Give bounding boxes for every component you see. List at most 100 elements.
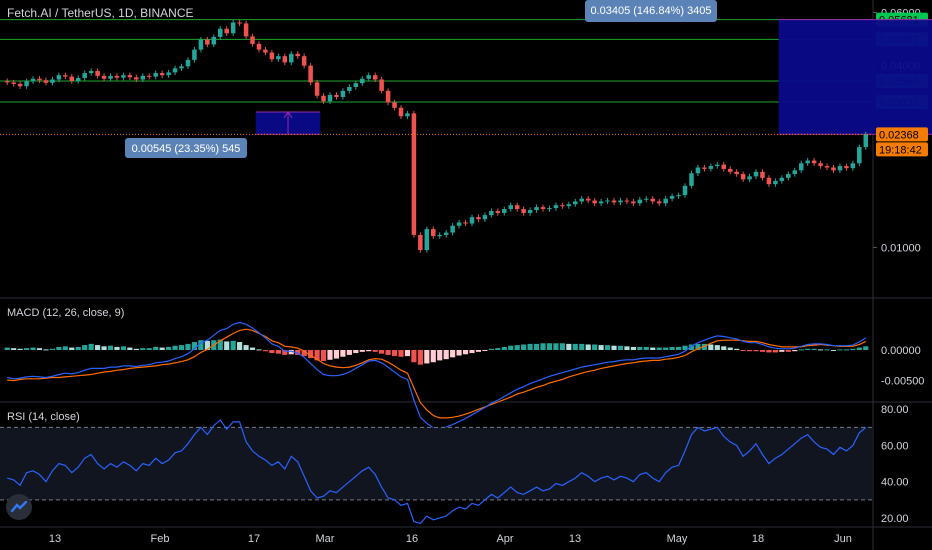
macd-histogram-bar-44 bbox=[288, 350, 294, 355]
macd-histogram-bar-4 bbox=[30, 347, 36, 350]
macd-histogram-bar-122 bbox=[792, 350, 798, 352]
macd-histogram-bar-50 bbox=[327, 350, 333, 360]
macd-histogram-bar-22 bbox=[146, 348, 152, 350]
candle-body-9 bbox=[63, 75, 68, 77]
candle-body-120 bbox=[779, 177, 785, 181]
macd-histogram-bar-105 bbox=[682, 345, 688, 350]
macd-histogram-bar-94 bbox=[611, 345, 617, 350]
macd-tick-label-1: -0.00500 bbox=[881, 376, 924, 388]
candle-body-131 bbox=[850, 163, 856, 169]
candle-body-58 bbox=[379, 79, 384, 91]
candle-body-19 bbox=[127, 75, 133, 78]
candle-body-63 bbox=[411, 113, 417, 235]
candle-body-26 bbox=[172, 68, 178, 73]
candle-body-35 bbox=[230, 22, 236, 34]
macd-histogram-bar-85 bbox=[553, 343, 559, 350]
candle-body-94 bbox=[611, 200, 617, 203]
candle-body-95 bbox=[618, 200, 623, 203]
macd-histogram-bar-106 bbox=[688, 344, 695, 350]
macd-signal-line bbox=[7, 328, 867, 419]
macd-histogram-bar-56 bbox=[366, 350, 372, 352]
macd-histogram-bar-73 bbox=[475, 350, 482, 352]
macd-histogram-bar-16 bbox=[107, 345, 114, 350]
large-measure-label: 0.03405 (146.84%) 3405 bbox=[590, 5, 711, 17]
candle-body-30 bbox=[198, 39, 204, 50]
candle-body-78 bbox=[508, 205, 513, 210]
macd-histogram-bar-34 bbox=[224, 341, 230, 350]
candle-body-127 bbox=[824, 166, 830, 168]
macd-histogram-bar-88 bbox=[572, 343, 578, 350]
macd-histogram-bar-76 bbox=[495, 348, 501, 350]
candle-body-107 bbox=[695, 167, 701, 174]
candle-body-110 bbox=[715, 164, 720, 167]
macd-histogram-bar-55 bbox=[359, 350, 365, 352]
macd-histogram-bar-47 bbox=[308, 350, 314, 358]
x-tick-label-7: May bbox=[667, 533, 688, 545]
macd-histogram-bar-97 bbox=[630, 346, 636, 350]
macd-histogram-bar-101 bbox=[656, 347, 662, 350]
x-tick-label-6: 13 bbox=[569, 533, 581, 545]
rsi-tick-label-3: 20.00 bbox=[881, 513, 909, 525]
candle-body-106 bbox=[689, 173, 694, 186]
candle-body-97 bbox=[631, 201, 636, 204]
macd-histogram-bar-112 bbox=[727, 347, 733, 350]
candle-body-132 bbox=[857, 147, 862, 164]
candle-body-129 bbox=[837, 166, 843, 171]
candle-body-65 bbox=[424, 229, 430, 251]
macd-histogram-bar-133 bbox=[863, 346, 869, 350]
rsi-pane-label[interactable]: RSI (14, close) bbox=[7, 411, 80, 423]
symbol-title[interactable]: Fetch.AI / TetherUS, 1D, BINANCE bbox=[7, 6, 194, 20]
macd-histogram-bar-45 bbox=[295, 350, 301, 355]
macd-histogram-bar-72 bbox=[469, 350, 475, 354]
candle-body-116 bbox=[753, 171, 759, 177]
candle-body-91 bbox=[592, 200, 597, 204]
candle-body-74 bbox=[482, 215, 488, 220]
macd-histogram-bar-43 bbox=[282, 350, 288, 355]
candle-body-17 bbox=[114, 75, 120, 78]
candle-body-100 bbox=[650, 198, 656, 202]
macd-histogram-bar-110 bbox=[714, 345, 720, 350]
macd-histogram-bar-18 bbox=[120, 346, 127, 350]
candle-body-109 bbox=[708, 166, 714, 169]
macd-pane-label[interactable]: MACD (12, 26, close, 9) bbox=[7, 307, 125, 319]
candle-body-72 bbox=[469, 217, 475, 224]
macd-histogram-bar-70 bbox=[456, 350, 462, 356]
x-tick-label-2: 17 bbox=[248, 533, 260, 545]
candle-body-59 bbox=[385, 90, 391, 103]
macd-histogram-bar-83 bbox=[540, 343, 546, 350]
tradingview-logo-icon[interactable] bbox=[6, 494, 32, 520]
candle-body-96 bbox=[624, 200, 630, 202]
macd-histogram-bar-62 bbox=[404, 350, 411, 357]
macd-histogram-bar-20 bbox=[133, 348, 139, 350]
candle-body-0 bbox=[4, 81, 10, 83]
candle-body-128 bbox=[831, 167, 836, 171]
candle-body-64 bbox=[418, 234, 423, 251]
candle-body-67 bbox=[437, 234, 442, 237]
rsi-band-background bbox=[0, 427, 873, 500]
macd-histogram-bar-7 bbox=[49, 348, 55, 350]
x-tick-label-0: 13 bbox=[49, 533, 61, 545]
macd-histogram-bar-10 bbox=[69, 347, 75, 350]
candle-body-117 bbox=[760, 171, 765, 178]
candle-body-108 bbox=[702, 167, 707, 169]
current-price-label-bg bbox=[876, 127, 928, 142]
candle-body-40 bbox=[263, 49, 268, 53]
macd-histogram-bar-48 bbox=[314, 350, 320, 361]
macd-histogram-bar-104 bbox=[675, 346, 682, 350]
candle-body-6 bbox=[43, 80, 49, 83]
macd-histogram-bar-12 bbox=[82, 345, 88, 350]
macd-histogram-bar-33 bbox=[217, 339, 223, 350]
candle-body-45 bbox=[295, 53, 300, 57]
small-measure-label: 0.00545 (23.35%) 545 bbox=[132, 143, 241, 155]
candle-body-79 bbox=[514, 205, 520, 210]
candle-body-11 bbox=[75, 78, 81, 81]
candle-body-36 bbox=[237, 22, 242, 24]
candle-body-8 bbox=[56, 75, 62, 80]
candle-body-70 bbox=[456, 222, 462, 226]
candle-body-3 bbox=[24, 81, 29, 87]
candle-body-98 bbox=[637, 199, 643, 204]
rsi-line bbox=[7, 419, 867, 525]
macd-histogram-bar-17 bbox=[114, 346, 120, 350]
x-tick-label-8: 18 bbox=[752, 533, 764, 545]
